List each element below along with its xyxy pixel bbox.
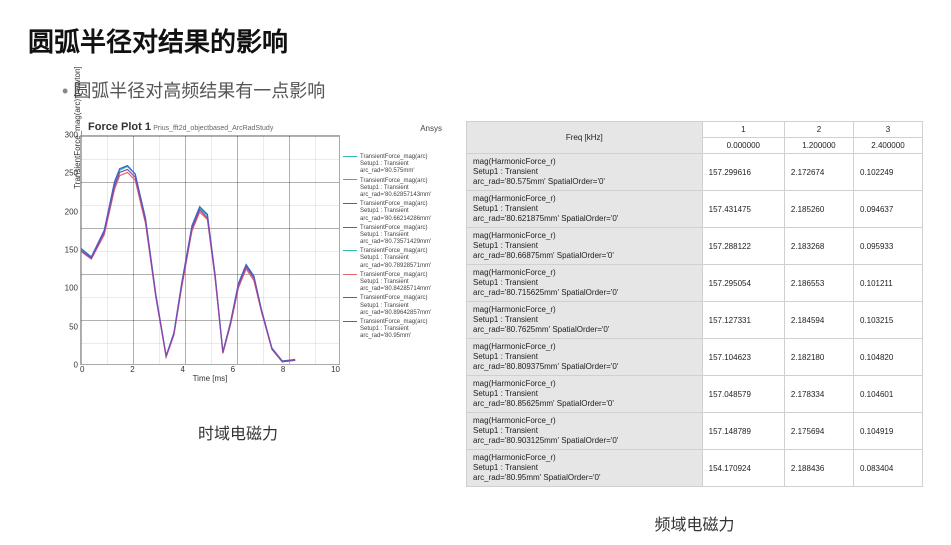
col-index: 3 [853, 122, 922, 138]
legend-item: TransientForce_mag(arc)Setup1 : Transien… [343, 178, 447, 200]
row-desc: mag(HarmonicForce_r) Setup1 : Transient … [467, 265, 703, 302]
table-row: mag(HarmonicForce_r) Setup1 : Transient … [467, 191, 923, 228]
cell-value: 2.175694 [784, 413, 853, 450]
legend-item: TransientForce_mag(arc)Setup1 : Transien… [343, 154, 447, 176]
cell-value: 157.431475 [702, 191, 784, 228]
table-row: mag(HarmonicForce_r) Setup1 : Transient … [467, 450, 923, 487]
slide: 圆弧半径对结果的影响 圆弧半径对高频结果有一点影响 Force Plot 1 P… [0, 0, 951, 545]
table-row: mag(HarmonicForce_r) Setup1 : Transient … [467, 302, 923, 339]
y-tick: 100 [65, 284, 78, 293]
table-row: mag(HarmonicForce_r) Setup1 : Transient … [467, 339, 923, 376]
row-desc: mag(HarmonicForce_r) Setup1 : Transient … [467, 413, 703, 450]
chart-series [81, 172, 295, 361]
cell-value: 0.103215 [853, 302, 922, 339]
freq-value: 0.000000 [702, 138, 784, 154]
y-tick: 200 [65, 207, 78, 216]
row-desc: mag(HarmonicForce_r) Setup1 : Transient … [467, 376, 703, 413]
freq-value: 1.200000 [784, 138, 853, 154]
cell-value: 157.104623 [702, 339, 784, 376]
legend-item: TransientForce_mag(arc)Setup1 : Transien… [343, 248, 447, 270]
y-tick: 0 [74, 361, 78, 370]
table-row: mag(HarmonicForce_r) Setup1 : Transient … [467, 154, 923, 191]
plot-area: TransientForce_mag(arc) [newton] Transie… [80, 135, 340, 365]
cell-value: 157.148789 [702, 413, 784, 450]
col-index: 1 [702, 122, 784, 138]
col-index: 2 [784, 122, 853, 138]
cell-value: 2.172674 [784, 154, 853, 191]
row-desc: mag(HarmonicForce_r) Setup1 : Transient … [467, 450, 703, 487]
cell-value: 0.104919 [853, 413, 922, 450]
cell-value: 2.185260 [784, 191, 853, 228]
x-tick: 8 [281, 365, 285, 374]
chart-svg [81, 136, 339, 364]
chart-legend: TransientForce_mag(arc)Setup1 : Transien… [343, 154, 447, 343]
table-row: mag(HarmonicForce_r) Setup1 : Transient … [467, 413, 923, 450]
cell-value: 154.170924 [702, 450, 784, 487]
cell-value: 0.104820 [853, 339, 922, 376]
x-ticks: 0 2 4 6 8 10 [80, 365, 340, 374]
row-desc: mag(HarmonicForce_r) Setup1 : Transient … [467, 154, 703, 191]
chart-subtitle: Prius_fft2d_objectbased_ArcRadStudy [153, 125, 273, 132]
legend-item: TransientForce_mag(arc)Setup1 : Transien… [343, 225, 447, 247]
x-tick: 6 [231, 365, 235, 374]
force-chart: Force Plot 1 Prius_fft2d_objectbased_Arc… [28, 121, 448, 396]
row-desc: mag(HarmonicForce_r) Setup1 : Transient … [467, 339, 703, 376]
x-tick: 0 [80, 365, 84, 374]
table-row: mag(HarmonicForce_r) Setup1 : Transient … [467, 228, 923, 265]
chart-title: Force Plot 1 [88, 121, 151, 133]
cell-value: 0.104601 [853, 376, 922, 413]
cell-value: 0.101211 [853, 265, 922, 302]
content-row: Force Plot 1 Prius_fft2d_objectbased_Arc… [28, 121, 923, 535]
y-tick: 150 [65, 246, 78, 255]
cell-value: 0.102249 [853, 154, 922, 191]
cell-value: 2.178334 [784, 376, 853, 413]
left-caption: 时域电磁力 [28, 420, 448, 444]
page-title: 圆弧半径对结果的影响 [28, 22, 923, 59]
chart-brand: Ansys [420, 124, 442, 133]
table-body: mag(HarmonicForce_r) Setup1 : Transient … [467, 154, 923, 487]
legend-item: TransientForce_mag(arc)Setup1 : Transien… [343, 295, 447, 317]
legend-item: TransientForce_mag(arc)Setup1 : Transien… [343, 201, 447, 223]
cell-value: 0.095933 [853, 228, 922, 265]
cell-value: 157.299616 [702, 154, 784, 191]
bullet-text: 圆弧半径对高频结果有一点影响 [62, 77, 923, 103]
cell-value: 2.183268 [784, 228, 853, 265]
cell-value: 157.048579 [702, 376, 784, 413]
x-axis-label: Time [ms] [80, 374, 340, 383]
cell-value: 0.094637 [853, 191, 922, 228]
cell-value: 2.184594 [784, 302, 853, 339]
x-tick: 2 [130, 365, 134, 374]
cell-value: 157.288122 [702, 228, 784, 265]
cell-value: 157.127331 [702, 302, 784, 339]
cell-value: 0.083404 [853, 450, 922, 487]
table-row: mag(HarmonicForce_r) Setup1 : Transient … [467, 376, 923, 413]
cell-value: 2.188436 [784, 450, 853, 487]
chart-series [81, 169, 295, 361]
table-row: mag(HarmonicForce_r) Setup1 : Transient … [467, 265, 923, 302]
cell-value: 2.182180 [784, 339, 853, 376]
y-tick: 50 [69, 322, 78, 331]
row-desc: mag(HarmonicForce_r) Setup1 : Transient … [467, 302, 703, 339]
freq-value: 2.400000 [853, 138, 922, 154]
x-tick: 10 [331, 365, 340, 374]
legend-item: TransientForce_mag(arc)Setup1 : Transien… [343, 272, 447, 294]
row-desc: mag(HarmonicForce_r) Setup1 : Transient … [467, 191, 703, 228]
table-column: Freq [kHz]1230.0000001.2000002.400000 ma… [466, 121, 923, 535]
table-head: Freq [kHz]1230.0000001.2000002.400000 [467, 122, 923, 154]
right-caption: 频域电磁力 [466, 511, 923, 535]
freq-table: Freq [kHz]1230.0000001.2000002.400000 ma… [466, 121, 923, 487]
cell-value: 2.186553 [784, 265, 853, 302]
row-desc: mag(HarmonicForce_r) Setup1 : Transient … [467, 228, 703, 265]
x-tick: 4 [180, 365, 184, 374]
cell-value: 157.295054 [702, 265, 784, 302]
legend-item: TransientForce_mag(arc)Setup1 : Transien… [343, 319, 447, 341]
chart-column: Force Plot 1 Prius_fft2d_objectbased_Arc… [28, 121, 448, 535]
